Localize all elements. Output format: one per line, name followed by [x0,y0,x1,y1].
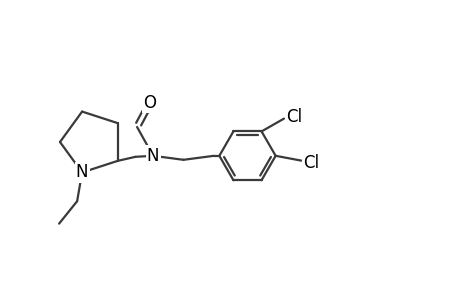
Text: N: N [76,164,88,181]
Text: Cl: Cl [302,154,319,172]
Text: O: O [143,94,156,112]
Text: Cl: Cl [285,108,302,126]
Text: N: N [146,147,159,165]
